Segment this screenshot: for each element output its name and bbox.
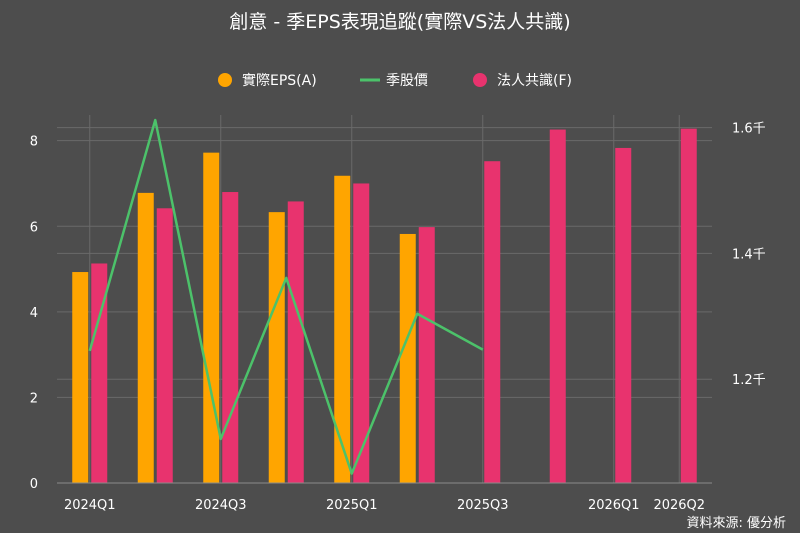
y-right-tick-label: 1.6千 [732,122,766,137]
y-left-tick-label: 2 [30,391,38,406]
line-series-季股價 [88,118,484,475]
source-note: 資料來源: 優分析 [686,516,786,531]
legend-label: 法人共識(F) [497,73,572,89]
bar-法人共識(F) [418,227,435,483]
legend-marker-法人共識(F) [473,73,487,87]
bar-實際EPS(A) [137,192,154,483]
bar-實際EPS(A) [203,152,220,483]
y-right-tick-label: 1.4千 [732,247,766,262]
bar-法人共識(F) [91,263,108,483]
bar-實際EPS(A) [268,212,285,483]
y-left-tick-label: 6 [30,220,38,235]
bar-法人共識(F) [680,128,697,483]
x-tick-label: 2026Q1 [588,498,640,513]
bar-法人共識(F) [353,183,370,483]
x-tick-label: 2026Q2 [653,498,705,513]
x-tick-label: 2025Q1 [326,498,378,513]
bar-法人共識(F) [549,129,566,484]
x-tick-label: 2024Q3 [195,498,247,513]
bar-實際EPS(A) [334,175,351,483]
y-right-tick-label: 1.2千 [732,373,766,388]
bars [72,128,697,484]
legend-label: 實際EPS(A) [242,72,317,89]
bar-法人共識(F) [156,208,173,483]
bar-法人共識(F) [615,147,632,483]
legend: 實際EPS(A) 季股價 法人共識(F) [218,72,572,89]
x-tick-label: 2024Q1 [64,498,116,513]
bar-實際EPS(A) [399,233,416,483]
x-tick-label: 2025Q3 [457,498,509,513]
price-line [88,118,484,475]
axes: 0 2 4 6 8 1.2千 1.4千 1.6千 2024Q1 2024Q3 2025Q1 2025Q… [30,122,766,513]
legend-label: 季股價 [386,72,428,89]
bar-法人共識(F) [222,192,239,483]
grid [57,115,712,484]
y-left-tick-label: 8 [30,135,38,150]
bar-實際EPS(A) [72,272,89,483]
bar-法人共識(F) [287,201,304,484]
y-left-tick-label: 0 [30,477,38,492]
legend-marker-實際EPS(A) [218,73,232,87]
y-left-tick-label: 4 [30,306,38,321]
chart-title: 創意 - 季EPS表現追蹤(實際VS法人共識) [229,11,570,33]
bar-法人共識(F) [484,161,501,483]
